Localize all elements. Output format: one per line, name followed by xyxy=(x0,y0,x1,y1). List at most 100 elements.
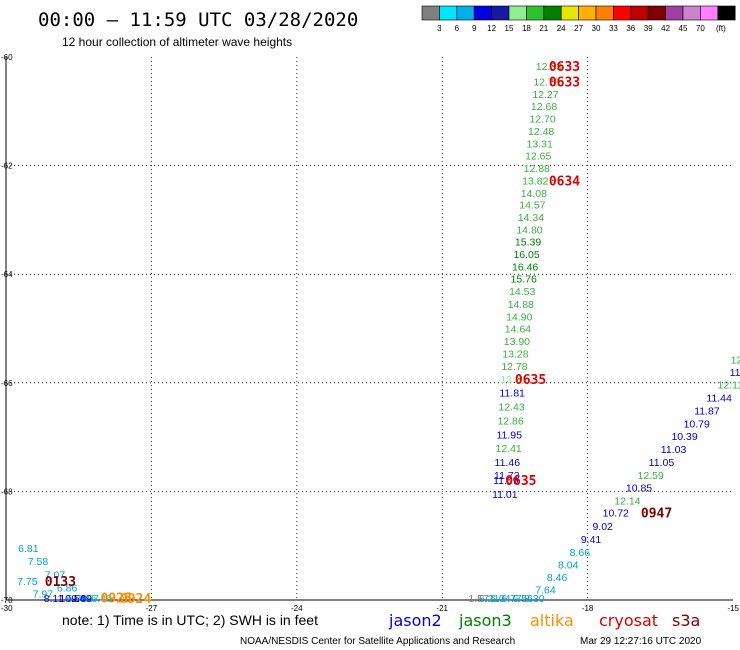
wave-height-value: 15.76 xyxy=(511,274,537,286)
legend-label: 36 xyxy=(626,24,635,33)
wave-height-value: 11.95 xyxy=(496,429,522,441)
wave-height-value: 11.09 xyxy=(493,475,519,487)
wave-height-points: 12.3312.7312.2712.6812.7012.4813.3112.65… xyxy=(17,61,740,605)
x-tick-label: -24 xyxy=(291,604,303,613)
wave-height-value: 6.21 xyxy=(479,593,500,605)
x-tick-label: -18 xyxy=(582,604,594,613)
wave-height-value: 6.86 xyxy=(57,583,78,595)
wave-height-value: 12.43 xyxy=(498,402,524,414)
legend-label: 24 xyxy=(557,24,566,33)
wave-height-value: 9.02 xyxy=(592,521,613,533)
chart-subtitle: 12 hour collection of altimeter wave hei… xyxy=(62,35,292,49)
legend-unit: (ft) xyxy=(716,24,726,33)
legend-label: 33 xyxy=(609,24,618,33)
wave-height-value: 12.70 xyxy=(529,113,555,125)
legend-label: 12 xyxy=(487,24,496,33)
wave-height-value: 5.46 xyxy=(91,593,112,605)
color-scale-legend: 3 6 9 12 15 18 21 24 27 30 33 36 39 42 45 70 (ft) xyxy=(421,5,736,33)
wave-height-value: 12.88 xyxy=(524,163,550,175)
wave-height-value: 12.59 xyxy=(638,470,664,482)
wave-height-value: 16.05 xyxy=(513,249,539,261)
wave-height-value: 10.85 xyxy=(626,483,652,495)
pass-time-label: 0924 xyxy=(120,592,151,607)
wave-height-value: 6.77 xyxy=(501,593,522,605)
wave-height-value: 7.64 xyxy=(535,585,556,597)
wave-height-value: 1.57 xyxy=(468,593,489,605)
satellite-legend: jason2 jason3 altika cryosat s3a xyxy=(388,611,700,630)
wave-height-value: 7.07 xyxy=(45,569,66,581)
wave-height-value: 11.81 xyxy=(499,388,525,400)
chart-title: 00:00 – 11:59 UTC 03/28/2020 xyxy=(38,9,358,31)
wave-height-value: 15.39 xyxy=(515,237,541,249)
wave-height-value: 10.79 xyxy=(684,419,710,431)
wave-height-value: 11.03 xyxy=(661,444,687,456)
y-tick-label: -68 xyxy=(1,487,13,496)
satellite-cryosat: cryosat xyxy=(599,611,658,630)
wave-height-value: 10.39 xyxy=(671,431,697,443)
wave-height-value: 14.90 xyxy=(506,312,532,324)
axis-ticks: -60 -62 -64 -66 -68 -70-30 -27 -24 -21 -18 -15 xyxy=(1,53,740,613)
legend-swatch xyxy=(717,5,736,21)
wave-height-value: 14.08 xyxy=(521,188,547,200)
wave-height-value: 13.28 xyxy=(502,348,528,360)
legend-swatch xyxy=(543,5,562,21)
wave-height-value: 13.31 xyxy=(527,138,553,150)
legend-swatch xyxy=(421,5,440,21)
wave-height-value: 11.01 xyxy=(492,489,518,501)
wave-height-value: 4.97 xyxy=(79,593,100,605)
legend-label: 42 xyxy=(661,24,670,33)
wave-height-value: 12.41 xyxy=(496,443,522,455)
wave-height-value: 12.11 xyxy=(717,379,740,391)
wave-height-value: 10.54 xyxy=(59,593,85,605)
legend-swatch xyxy=(665,5,684,21)
satellite-jason3: jason3 xyxy=(458,611,512,630)
wave-height-value: 6.70 xyxy=(67,593,88,605)
legend-label: 39 xyxy=(644,24,653,33)
y-tick-label: -70 xyxy=(1,596,13,605)
pass-time-label: 0635 xyxy=(515,373,546,388)
wave-height-value: 8.04 xyxy=(558,560,579,572)
legend-swatch xyxy=(508,5,527,21)
y-tick-label: -66 xyxy=(1,379,13,388)
pass-time-label: 0133 xyxy=(45,575,76,590)
wave-height-value: 6.04 xyxy=(490,593,511,605)
y-tick-label: -60 xyxy=(1,53,13,62)
wave-height-value: 6.56 xyxy=(512,593,533,605)
wave-height-value: 11.73 xyxy=(494,470,520,482)
satellite-s3a: s3a xyxy=(672,611,700,630)
legend-swatch xyxy=(578,5,597,21)
wave-height-value: 11.46 xyxy=(495,457,521,469)
legend-swatch xyxy=(700,5,719,21)
legend-label: 30 xyxy=(592,24,601,33)
legend-swatch xyxy=(595,5,614,21)
pass-time-label: 0634 xyxy=(549,174,580,189)
wave-height-value: 12.73 xyxy=(533,76,559,88)
legend-swatch xyxy=(682,5,701,21)
pass-time-label: 0633 xyxy=(549,60,580,75)
x-tick-label: -21 xyxy=(436,604,448,613)
wave-height-value: 16.46 xyxy=(512,262,538,274)
wave-height-value: 14.57 xyxy=(519,200,545,212)
x-tick-label: -30 xyxy=(1,604,13,613)
legend-swatch xyxy=(613,5,632,21)
pass-time-label: 0947 xyxy=(641,507,672,522)
wave-height-value: 11.44 xyxy=(706,392,732,404)
legend-swatch xyxy=(456,5,475,21)
wave-height-value: 8.46 xyxy=(547,572,568,584)
wave-height-value: 12.68 xyxy=(531,101,557,113)
wave-height-value: 14.64 xyxy=(505,324,531,336)
wave-height-value: 9.41 xyxy=(581,534,602,546)
wave-height-value: 12.48 xyxy=(528,126,554,138)
wave-height-value: 12.86 xyxy=(497,415,523,427)
wave-height-value: 14.88 xyxy=(508,299,534,311)
wave-height-value: 9.09 xyxy=(71,593,92,605)
wave-height-value: 12.33 xyxy=(536,61,562,73)
legend-swatch xyxy=(647,5,666,21)
wave-height-value: 8.30 xyxy=(524,593,545,605)
legend-label: 18 xyxy=(522,24,531,33)
wave-height-value: 7.97 xyxy=(33,588,54,600)
note-text: note: 1) Time is in UTC; 2) SWH is in fe… xyxy=(62,612,318,628)
pass-time-label: 0633 xyxy=(549,75,580,90)
wave-height-value: 7.75 xyxy=(17,576,38,588)
wave-height-value: 7.58 xyxy=(28,556,49,568)
